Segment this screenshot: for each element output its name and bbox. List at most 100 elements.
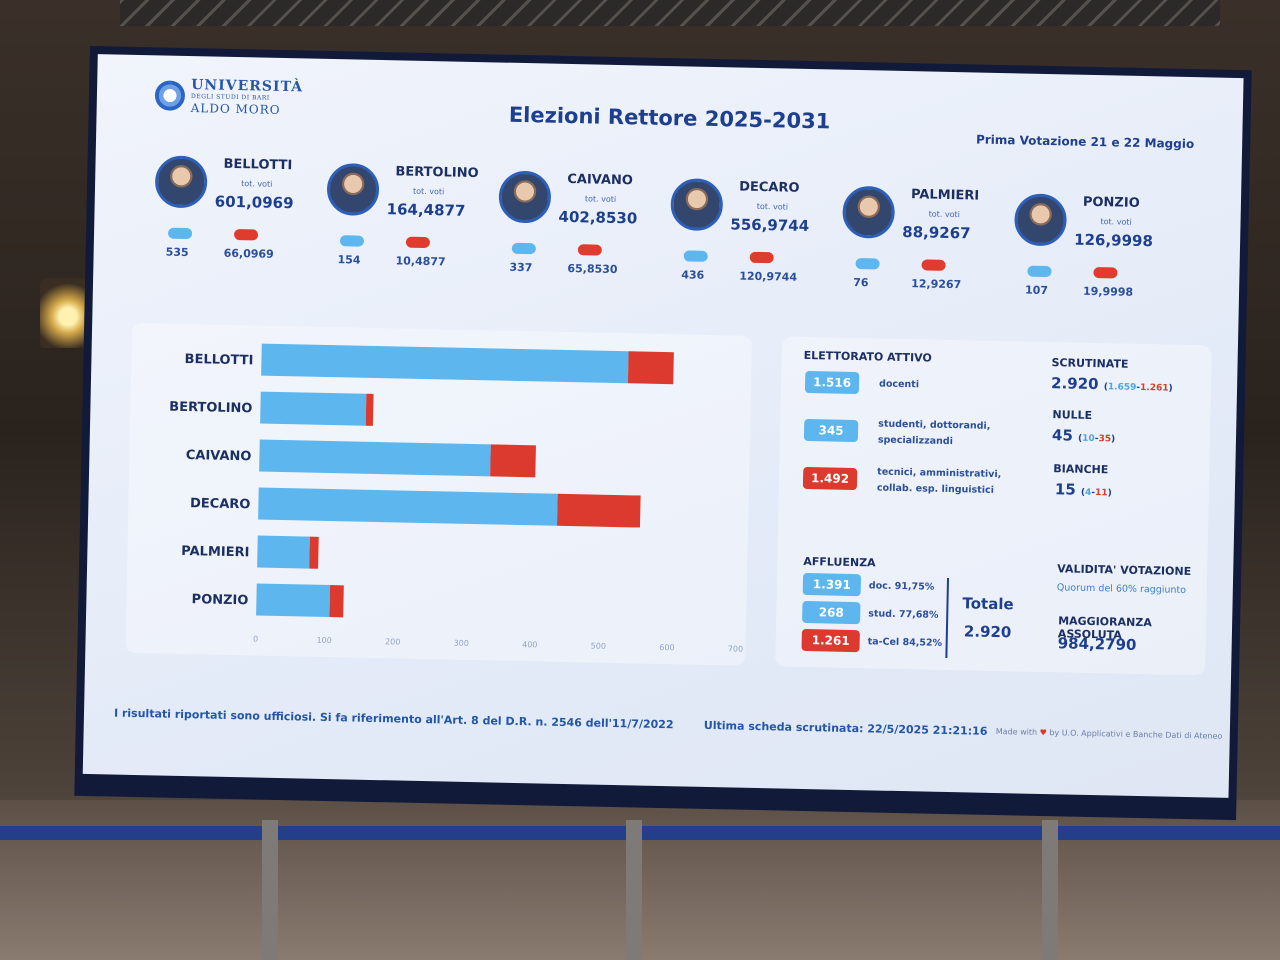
x-tick-label: 100	[316, 636, 331, 645]
nulle-title: NULLE	[1052, 408, 1093, 422]
total-votes-label: tot. voti	[241, 179, 273, 189]
barrier-post	[1042, 820, 1058, 960]
elettorato-tecnici-label-2: collab. esp. linguistici	[876, 482, 995, 496]
red-pill-icon	[1093, 266, 1118, 279]
blue-pill-icon	[511, 242, 536, 255]
total-votes-label: tot. voti	[584, 194, 617, 204]
x-tick-label: 400	[522, 640, 537, 649]
blue-votes: 436	[681, 268, 705, 282]
logo-line-1: UNIVERSITÀ	[191, 77, 304, 96]
blue-pill-icon	[1027, 265, 1052, 278]
bar-decaro-blue	[258, 487, 558, 526]
bar-palmieri-red	[309, 536, 319, 569]
maggioranza-value: 984,2790	[1057, 634, 1137, 654]
red-votes: 65,8530	[567, 261, 618, 277]
red-votes: 66,0969	[223, 246, 274, 261]
candidate-name: PONZIO	[1082, 194, 1140, 211]
candidate-card: PALMIERI tot. voti 88,9267 76 12,9267	[841, 185, 1003, 303]
blue-pill-icon	[167, 227, 193, 240]
candidate-strip: BELLOTTI tot. voti 601,0969 535 66,0969 …	[153, 155, 1175, 306]
bianche-title: BIANCHE	[1053, 462, 1109, 477]
blue-votes: 107	[1024, 283, 1049, 298]
candidate-photo	[326, 162, 380, 216]
total-votes-label: tot. voti	[1100, 217, 1132, 227]
affluenza-tacel-label: ta-Cel 84,52%	[867, 636, 943, 649]
blue-votes: 337	[509, 260, 533, 275]
elettorato-studenti-label: studenti, dottorandi,	[878, 418, 991, 432]
bar-decaro-red	[557, 493, 641, 528]
total-votes: 126,9998	[1073, 230, 1154, 251]
nulle-breakdown: (10-35)	[1077, 433, 1116, 445]
bar-bertolino-blue	[260, 391, 367, 426]
quorum-text: Quorum del 60% raggiunto	[1056, 582, 1187, 596]
heart-icon: ♥	[1039, 727, 1047, 738]
scrutinate-value: 2.920 (1.659-1.261)	[1050, 374, 1173, 394]
scrutinate-title: SCRUTINATE	[1051, 356, 1129, 371]
elettorato-studenti-label-2: specializzandi	[877, 434, 953, 448]
red-votes: 10,4877	[395, 254, 446, 269]
affluenza-docenti-badge: 1.391	[802, 572, 862, 597]
votes-chart-panel: BELLOTTI BERTOLINO CAIVANO DECARO PALMIERI PO…	[125, 322, 753, 666]
affluenza-studenti-badge: 268	[802, 600, 861, 625]
barrier-post	[626, 820, 642, 960]
total-votes-label: tot. voti	[928, 209, 960, 220]
results-dashboard: UNIVERSITÀ DEGLI STUDI DI BARI ALDO MORO…	[82, 54, 1244, 798]
red-pill-icon	[405, 236, 431, 249]
affluenza-divider	[945, 577, 950, 659]
stats-panel: ELETTORATO ATTIVO 1.516 docenti 345 stud…	[775, 336, 1212, 676]
elettorato-title: ELETTORATO ATTIVO	[803, 348, 932, 365]
bar-bertolino-red	[365, 393, 374, 426]
bar-ponzio-red	[329, 585, 344, 618]
barrier-post	[262, 820, 278, 960]
total-votes-label: tot. voti	[756, 201, 789, 212]
last-ballot-timestamp: Ultima scheda scrutinata: 22/5/2025 21:2…	[703, 718, 988, 738]
category-label-palmieri: PALMIERI	[181, 544, 249, 560]
candidate-card: DECARO tot. voti 556,9744 436 120,9744	[669, 178, 831, 299]
candidate-card: CAIVANO tot. voti 402,8530 337 65,8530	[497, 170, 660, 296]
elettorato-tecnici-badge: 1.492	[802, 466, 858, 491]
validita-title: VALIDITA' VOTAZIONE	[1057, 562, 1192, 579]
bianche-breakdown: (4-11)	[1080, 487, 1112, 499]
total-votes: 88,9267	[902, 222, 971, 243]
x-tick-label: 200	[385, 637, 400, 646]
red-pill-icon	[921, 259, 946, 271]
total-votes: 164,4877	[386, 200, 466, 220]
bar-caivano-red	[490, 444, 536, 478]
bar-bellotti-blue	[261, 343, 629, 384]
x-tick-label: 600	[659, 643, 674, 652]
category-label-decaro: DECARO	[190, 496, 251, 512]
elettorato-studenti-badge: 345	[803, 418, 859, 443]
category-label-bertolino: BERTOLINO	[169, 400, 252, 417]
blue-votes: 535	[165, 245, 189, 260]
scrutinate-breakdown: (1.659-1.261)	[1103, 382, 1173, 394]
candidate-photo	[154, 155, 208, 209]
candidate-photo	[670, 178, 724, 232]
bar-ponzio-blue	[256, 583, 331, 618]
blue-pill-icon	[683, 250, 708, 262]
candidate-name: CAIVANO	[567, 171, 634, 189]
candidate-photo	[498, 170, 552, 224]
category-label-caivano: CAIVANO	[186, 448, 252, 464]
blue-pill-icon	[855, 257, 880, 270]
candidate-photo	[842, 185, 896, 239]
red-pill-icon	[233, 228, 259, 241]
totale-value: 2.920	[963, 622, 1012, 642]
x-tick-label: 700	[728, 644, 743, 653]
x-tick-label: 0	[253, 634, 258, 643]
blue-votes: 154	[337, 253, 361, 267]
blue-pill-icon	[339, 235, 365, 247]
affluenza-studenti-label: stud. 77,68%	[868, 608, 939, 621]
bar-bellotti-red	[627, 351, 674, 385]
blue-votes: 76	[853, 275, 869, 290]
x-tick-label: 500	[591, 642, 606, 651]
candidate-card: PONZIO tot. voti 126,9998 107 19,9998	[1013, 193, 1175, 306]
category-label-bellotti: BELLOTTI	[184, 352, 253, 368]
led-screen: UNIVERSITÀ DEGLI STUDI DI BARI ALDO MORO…	[74, 45, 1252, 821]
candidate-card: BERTOLINO tot. voti 164,4877 154 10,4877	[325, 162, 488, 292]
candidate-card: BELLOTTI tot. voti 601,0969 535 66,0969	[153, 155, 316, 288]
credits: Made with ♥ by U.O. Applicativi e Banche…	[995, 727, 1223, 741]
elettorato-docenti-label: docenti	[878, 378, 920, 391]
totale-label: Totale	[962, 594, 1014, 614]
total-votes: 402,8530	[558, 207, 638, 228]
bar-caivano-blue	[259, 439, 491, 477]
